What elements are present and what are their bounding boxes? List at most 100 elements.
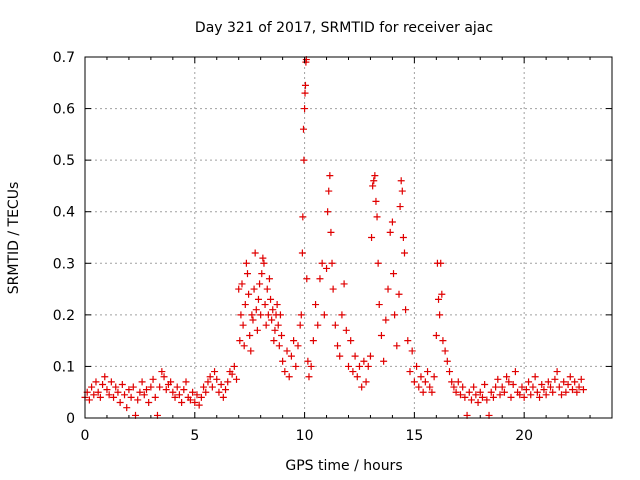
data-point <box>134 396 142 404</box>
data-point <box>481 380 489 388</box>
data-point <box>579 386 587 394</box>
data-point <box>303 275 311 283</box>
data-point <box>368 234 376 241</box>
data-point <box>222 386 230 394</box>
data-point <box>430 373 438 381</box>
data-point <box>421 378 429 386</box>
data-point <box>290 337 298 345</box>
data-point <box>384 285 392 293</box>
data-point <box>439 337 447 345</box>
data-point <box>252 306 260 314</box>
data-point <box>448 378 456 386</box>
data-point <box>261 301 269 309</box>
data-point <box>437 259 445 267</box>
data-point <box>264 311 272 319</box>
data-point <box>297 311 305 319</box>
data-point <box>294 342 302 350</box>
data-point <box>393 342 401 350</box>
data-point <box>85 396 93 404</box>
data-point <box>395 290 403 298</box>
data-point <box>489 393 497 401</box>
data-point <box>324 208 332 216</box>
data-point <box>340 280 348 288</box>
data-point <box>242 259 250 267</box>
data-point <box>474 399 482 407</box>
data-point <box>237 311 245 319</box>
data-point <box>307 362 315 370</box>
data-point <box>571 378 579 386</box>
data-point <box>92 378 100 386</box>
data-point <box>500 388 508 396</box>
data-point <box>544 378 552 386</box>
data-point <box>283 347 291 355</box>
data-point <box>107 378 115 386</box>
data-point <box>243 270 251 278</box>
data-point <box>327 228 335 236</box>
y-axis-label: SRMTID / TECUs <box>6 182 22 295</box>
data-point <box>246 331 254 339</box>
data-point <box>413 362 421 370</box>
data-point <box>171 393 179 401</box>
data-point <box>351 352 359 360</box>
data-point <box>211 368 219 376</box>
data-point <box>103 386 111 394</box>
data-point <box>299 125 307 133</box>
data-point <box>239 321 247 329</box>
data-point <box>271 326 279 334</box>
data-point <box>292 362 300 370</box>
data-point <box>467 396 475 404</box>
data-point <box>461 393 469 401</box>
data-point <box>112 383 120 391</box>
data-point <box>443 357 451 365</box>
data-point <box>452 388 460 396</box>
data-point <box>200 383 208 391</box>
data-point <box>273 301 281 309</box>
data-point <box>90 391 98 399</box>
data-point <box>325 187 333 195</box>
data-point <box>116 399 124 407</box>
data-point <box>487 388 495 396</box>
data-point <box>507 393 515 401</box>
data-point <box>415 383 423 391</box>
x-tick-label: 20 <box>515 428 533 444</box>
data-point <box>345 362 352 370</box>
data-point <box>147 383 155 391</box>
data-point <box>167 378 175 386</box>
data-point <box>492 383 500 391</box>
y-tick-label: 0.3 <box>53 256 75 272</box>
y-tick-label: 0 <box>66 411 75 427</box>
data-point <box>555 383 563 391</box>
data-point <box>424 368 432 376</box>
data-point <box>274 321 282 329</box>
data-point <box>509 380 517 388</box>
data-point <box>158 368 166 376</box>
data-point <box>323 264 331 272</box>
y-tick-label: 0.1 <box>53 359 75 375</box>
data-point <box>241 301 249 309</box>
data-point <box>142 386 150 394</box>
data-point <box>494 375 502 383</box>
y-tick-label: 0.6 <box>53 102 75 118</box>
data-point <box>551 375 559 383</box>
data-point <box>118 380 126 388</box>
data-point <box>331 321 339 329</box>
data-point <box>450 383 458 391</box>
data-point <box>326 172 334 180</box>
data-point <box>432 331 440 339</box>
data-point <box>219 393 227 401</box>
data-point <box>193 391 201 399</box>
data-point <box>380 357 388 365</box>
x-tick-label: 5 <box>190 428 199 444</box>
data-point <box>318 259 326 267</box>
data-point <box>470 383 478 391</box>
x-tick-label: 10 <box>296 428 314 444</box>
data-point <box>562 388 570 396</box>
data-point <box>336 352 344 360</box>
data-point <box>441 347 449 355</box>
x-tick-label: 0 <box>81 428 90 444</box>
data-point <box>547 383 555 391</box>
data-point <box>505 378 513 386</box>
data-point <box>406 368 414 376</box>
data-point <box>245 290 253 298</box>
data-point <box>121 391 129 399</box>
